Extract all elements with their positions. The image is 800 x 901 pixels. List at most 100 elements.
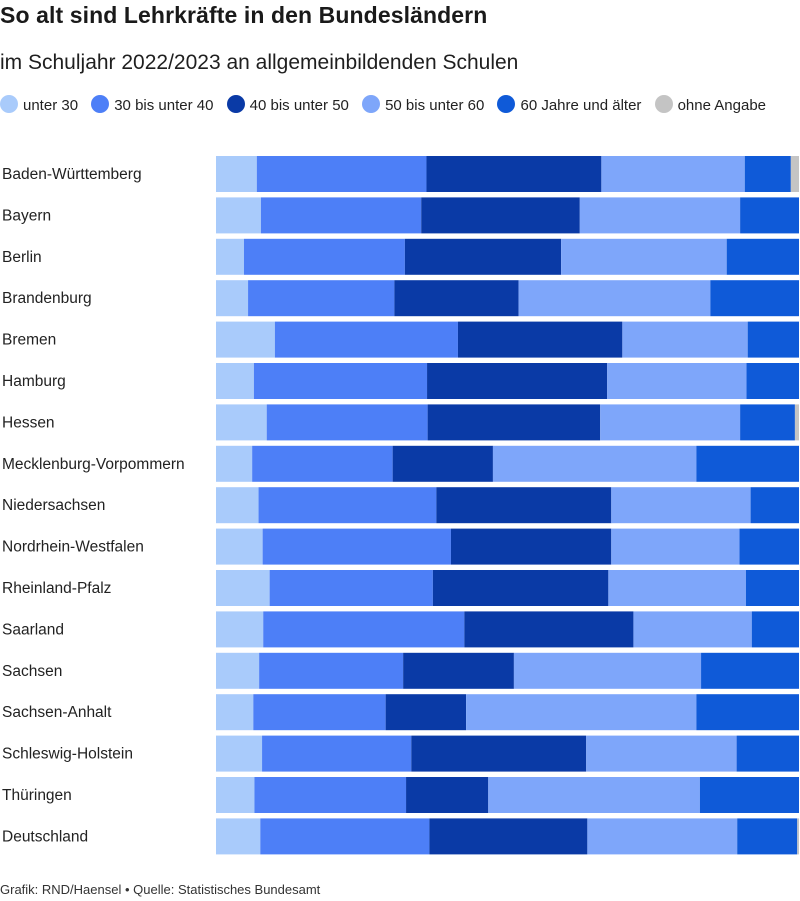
bar-segment: [464, 611, 634, 648]
bar-segment: [260, 818, 430, 855]
legend-item: ohne Angabe: [654, 95, 767, 114]
legend-label: 40 bis unter 50: [249, 97, 349, 114]
category-label: Hamburg: [2, 373, 66, 390]
bar-segment: [411, 735, 587, 772]
bar-segment: [699, 777, 799, 813]
category-label: Sachsen-Anhalt: [2, 704, 112, 721]
stacked-bar-chart: Baden-Württemberg Bayern Berlin Brandenburg…: [2, 156, 799, 855]
bar-segment: [243, 238, 405, 275]
legend-label: 60 Jahre und älter: [520, 97, 642, 114]
bar-segment: [262, 528, 451, 565]
bar-segment: [253, 363, 428, 399]
bar-segment: [216, 156, 257, 192]
bar-segment: [492, 445, 697, 482]
category-label: Brandenburg: [2, 290, 92, 307]
bar-segment: [216, 694, 254, 731]
bar-segment: [586, 735, 737, 772]
legend-label: unter 30: [23, 97, 79, 114]
bar-segment: [739, 528, 799, 565]
legend-swatch: [226, 95, 245, 113]
bar-segment: [726, 238, 799, 275]
bar-segment: [696, 445, 799, 482]
legend-swatch: [497, 95, 516, 113]
legend-swatch: [362, 95, 381, 113]
category-label: Berlin: [2, 249, 42, 266]
bar-segment: [392, 445, 493, 482]
bar-segment: [427, 363, 608, 399]
category-label: Deutschland: [2, 828, 88, 845]
bar-segment: [744, 156, 791, 192]
bar-segment: [561, 238, 727, 275]
bar-segment: [701, 652, 799, 689]
legend-item: 30 bis unter 40: [91, 95, 214, 114]
bar-segment: [216, 652, 260, 689]
bar-segment: [608, 570, 746, 606]
bar-segment: [216, 528, 263, 565]
bar-segment: [394, 280, 519, 317]
bar-segment: [216, 238, 244, 275]
category-label: Mecklenburg-Vorpommern: [2, 456, 185, 473]
bar-segment: [404, 238, 562, 275]
bar-segment: [216, 777, 255, 813]
bar-segment: [216, 735, 263, 772]
bar-segment: [429, 818, 588, 855]
bar-segment: [436, 487, 612, 524]
bar-segment: [216, 404, 267, 441]
bar-segment: [736, 735, 799, 772]
chart-title: So alt sind Lehrkräfte in den Bundesländ…: [0, 2, 488, 28]
legend-swatch: [654, 95, 673, 113]
legend-item: unter 30: [0, 95, 79, 114]
legend-item: 60 Jahre und älter: [497, 95, 642, 114]
bar-segment: [269, 570, 433, 606]
bar-segment: [611, 528, 740, 565]
bar-segment: [797, 818, 799, 855]
bar-segment: [426, 156, 602, 192]
legend-label: ohne Angabe: [677, 97, 767, 114]
bar-segment: [403, 652, 514, 689]
bar-segment: [432, 570, 609, 606]
bar-segment: [450, 528, 612, 565]
category-label: Rheinland-Pfalz: [2, 580, 111, 597]
source-credit: Grafik: RND/Haensel • Quelle: Statistisc…: [0, 882, 321, 897]
legend-item: 40 bis unter 50: [226, 95, 349, 114]
bar-segment: [579, 197, 741, 234]
bar-segment: [256, 156, 427, 192]
bar-segment: [751, 611, 799, 648]
bar-segment: [252, 445, 393, 482]
bar-segment: [259, 652, 404, 689]
category-label: Bremen: [2, 332, 56, 349]
bar-segment: [258, 487, 437, 524]
bar-segment: [216, 280, 249, 317]
bar-segment: [216, 197, 261, 234]
bar-segment: [216, 321, 275, 358]
bar-segment: [710, 280, 799, 317]
bar-segment: [466, 694, 697, 731]
category-label: Baden-Württemberg: [2, 166, 142, 183]
bar-segment: [216, 487, 259, 524]
bar-segment: [216, 570, 270, 606]
bar-segment: [611, 487, 751, 524]
bar-segment: [587, 818, 738, 855]
bar-segment: [633, 611, 752, 648]
legend-item: 50 bis unter 60: [362, 95, 485, 114]
bar-segment: [513, 652, 702, 689]
bar-segment: [745, 570, 799, 606]
bar-segment: [750, 487, 799, 524]
bar-segment: [216, 445, 253, 482]
bar-segment: [601, 156, 745, 192]
bar-segment: [790, 156, 799, 192]
category-label: Saarland: [2, 621, 64, 638]
bar-segment: [457, 321, 623, 358]
bar-segment: [737, 818, 798, 855]
bar-segment: [622, 321, 748, 358]
bar-segment: [746, 363, 799, 399]
legend-label: 30 bis unter 40: [114, 97, 214, 114]
legend: unter 30 30 bis unter 40 40 bis unter 50…: [0, 95, 800, 117]
category-label: Sachsen: [2, 663, 62, 680]
bar-segment: [266, 404, 428, 441]
bar-segment: [262, 735, 412, 772]
bar-segment: [254, 777, 407, 813]
bar-segment: [385, 694, 467, 731]
legend-swatch: [91, 95, 110, 113]
legend-label: 50 bis unter 60: [385, 97, 485, 114]
